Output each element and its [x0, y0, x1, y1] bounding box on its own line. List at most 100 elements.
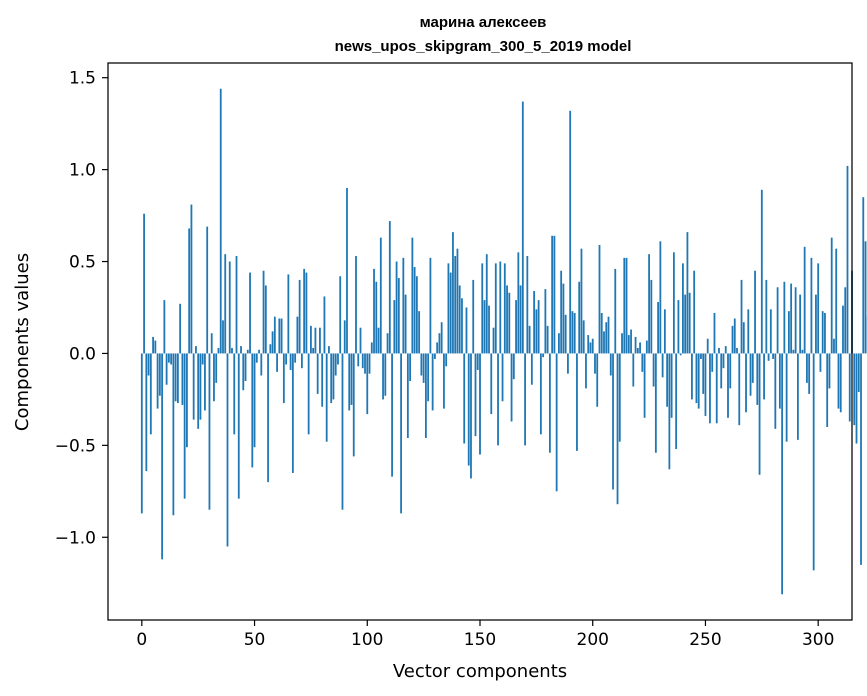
- bar-36: [222, 320, 224, 354]
- bar-261: [729, 353, 732, 389]
- bar-157: [494, 263, 497, 354]
- bar-115: [400, 353, 402, 514]
- bar-100: [366, 353, 369, 415]
- bar-134: [443, 353, 445, 409]
- bar-164: [510, 353, 513, 422]
- bar-94: [352, 353, 355, 457]
- bar-24: [195, 346, 197, 354]
- bar-291: [796, 353, 799, 440]
- bar-132: [438, 333, 441, 354]
- bar-284: [781, 353, 784, 595]
- bar-98: [361, 353, 364, 369]
- bar-114: [397, 278, 400, 354]
- bar-245: [693, 270, 696, 354]
- bar-4: [149, 353, 152, 435]
- bar-308: [835, 248, 838, 354]
- bar-50: [253, 353, 256, 448]
- bar-133: [440, 322, 443, 354]
- bar-101: [368, 353, 371, 374]
- bar-16: [176, 353, 179, 404]
- bar-93: [350, 353, 353, 405]
- axes-group: 0 50 100 150 200 250 300 −1.0 −0.5 0.0 0.5 1.0 1.5: [55, 69, 835, 650]
- bar-256: [718, 347, 720, 354]
- bar-254: [713, 313, 716, 354]
- bar-178: [542, 353, 545, 358]
- bar-154: [488, 305, 490, 354]
- bar-49: [251, 353, 254, 468]
- bar-85: [332, 353, 335, 400]
- bar-280: [772, 353, 774, 359]
- bar-312: [844, 287, 847, 354]
- bar-6: [154, 340, 157, 354]
- bar-120: [411, 237, 414, 354]
- bar-191: [571, 311, 574, 354]
- bar-88: [339, 276, 342, 354]
- bar-129: [431, 353, 434, 411]
- bar-169: [521, 101, 524, 354]
- bar-7: [156, 353, 159, 409]
- bar-56: [267, 353, 269, 483]
- bar-52: [258, 349, 260, 354]
- bar-209: [612, 353, 614, 490]
- y-tick-label-4: 1.0: [69, 161, 96, 181]
- bar-81: [323, 296, 326, 354]
- bar-319: [860, 353, 862, 565]
- bar-248: [700, 353, 702, 359]
- bar-215: [625, 257, 628, 354]
- bar-309: [837, 353, 840, 409]
- bar-30: [208, 353, 211, 510]
- bar-72: [303, 268, 306, 354]
- bar-200: [591, 338, 594, 354]
- bar-236: [672, 252, 675, 354]
- chart-subtitle: news_upos_skipgram_300_5_2019 model: [335, 38, 632, 55]
- bar-105: [377, 327, 380, 354]
- bar-161: [503, 263, 506, 354]
- bar-20: [186, 353, 188, 448]
- bar-10: [163, 300, 166, 354]
- bar-241: [684, 294, 687, 354]
- bar-28: [204, 353, 206, 411]
- bar-286: [785, 353, 788, 442]
- bar-92: [348, 353, 351, 411]
- bar-276: [763, 353, 765, 400]
- bar-234: [668, 353, 671, 470]
- bar-91: [346, 188, 348, 354]
- bar-128: [429, 257, 432, 354]
- bar-156: [492, 327, 495, 354]
- bar-125: [422, 353, 425, 383]
- bar-2: [145, 353, 148, 472]
- bar-246: [695, 353, 698, 404]
- bar-53: [260, 353, 263, 376]
- bar-227: [652, 353, 655, 387]
- bar-265: [738, 353, 741, 426]
- bar-214: [623, 257, 626, 354]
- bar-21: [188, 228, 191, 354]
- bar-54: [262, 270, 265, 354]
- bar-212: [618, 353, 621, 442]
- bar-198: [587, 335, 590, 354]
- bar-197: [585, 353, 587, 389]
- bar-181: [548, 353, 551, 453]
- bar-33: [215, 353, 218, 383]
- bar-232: [663, 309, 666, 354]
- bar-110: [388, 221, 391, 354]
- bar-239: [679, 353, 682, 356]
- bar-221: [639, 342, 641, 354]
- bar-38: [226, 353, 229, 547]
- bar-314: [848, 353, 851, 422]
- bar-216: [627, 335, 630, 354]
- bar-240: [682, 263, 684, 354]
- bar-193: [576, 353, 578, 451]
- bar-162: [506, 285, 508, 354]
- bar-167: [517, 252, 520, 354]
- bar-12: [167, 353, 170, 363]
- bar-0: [140, 353, 143, 514]
- bar-102: [370, 342, 373, 354]
- bar-196: [582, 320, 585, 354]
- bar-96: [357, 353, 360, 367]
- bar-17: [179, 303, 182, 354]
- bar-140: [456, 248, 459, 354]
- bar-75: [310, 325, 312, 354]
- bar-294: [803, 246, 806, 354]
- bar-34: [217, 347, 220, 354]
